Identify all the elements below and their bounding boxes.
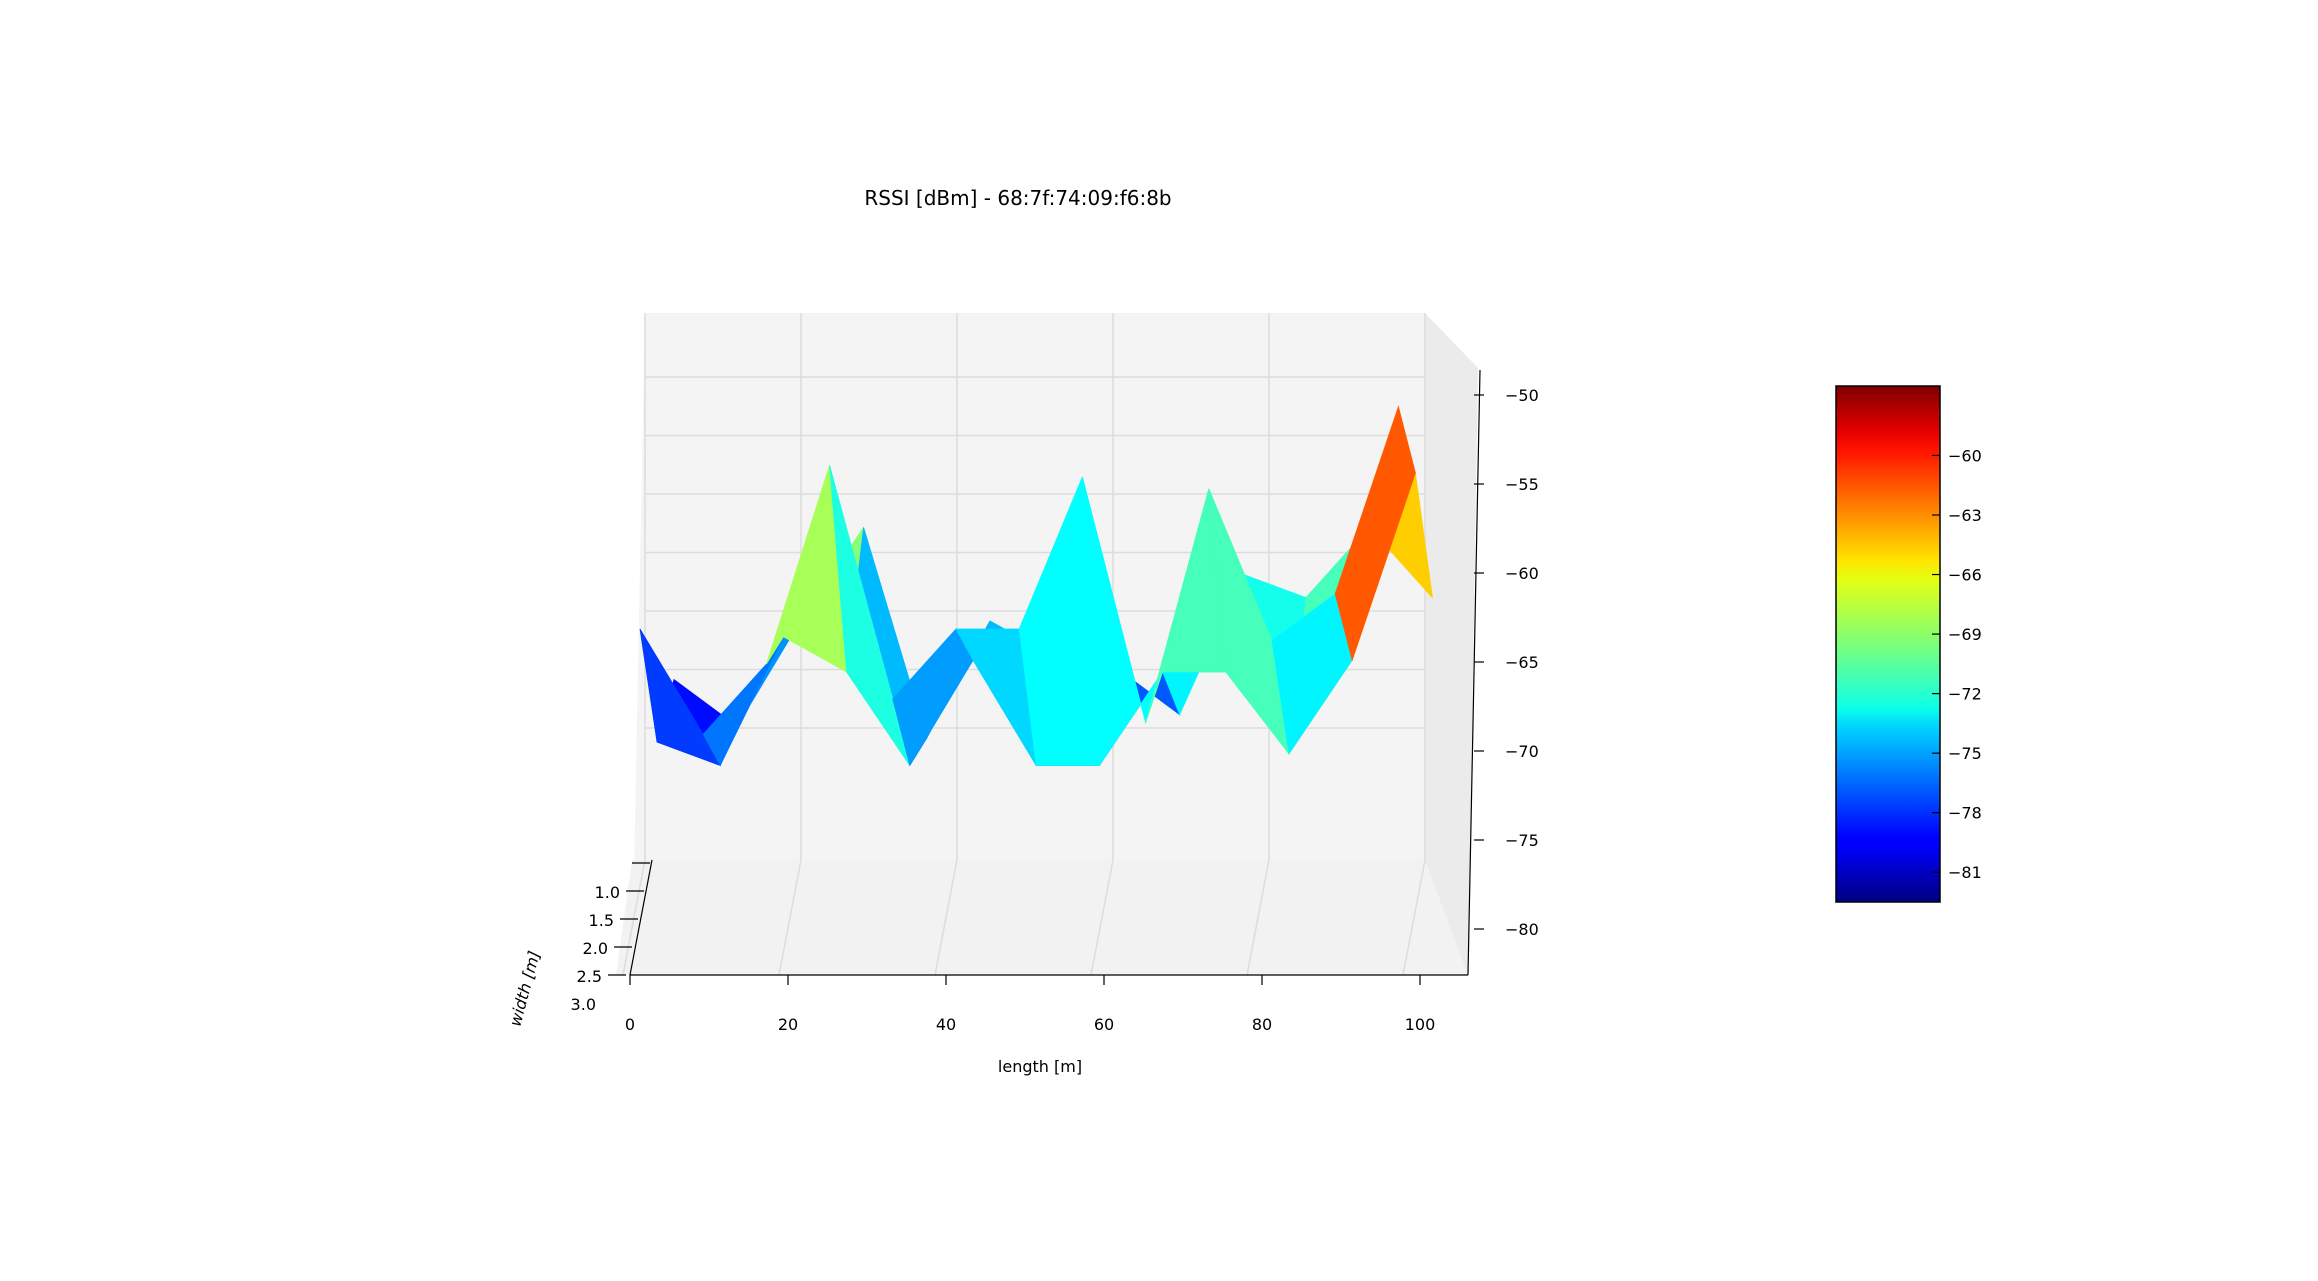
colorbar-tick-label: −63 [1948, 506, 1982, 525]
colorbar-ticks: −60 −63 −66 −69 −72 −75 −78 −81 [1932, 446, 1982, 882]
z-tick-label: −50 [1505, 386, 1539, 405]
z-tick-label: −55 [1505, 475, 1539, 494]
surface [639, 405, 1433, 767]
z-tick-label: −75 [1505, 831, 1539, 850]
colorbar-tick-label: −75 [1948, 744, 1982, 763]
chart-title: RSSI [dBm] - 68:7f:74:09:f6:8b [864, 186, 1171, 210]
y-axis-ticks: 1.0 1.5 2.0 2.5 3.0 [571, 862, 650, 1014]
x-tick-label: 100 [1405, 1015, 1436, 1034]
colorbar: −60 −63 −66 −69 −72 −75 −78 −81 [1835, 385, 1982, 903]
y-axis-label: width [m] [506, 949, 544, 1029]
x-axis-label: length [m] [998, 1057, 1082, 1076]
colorbar-tick-label: −72 [1948, 685, 1982, 704]
grid-lines [622, 313, 1426, 976]
colorbar-tick-label: −66 [1948, 566, 1982, 585]
z-tick-label: −65 [1505, 653, 1539, 672]
x-tick-label: 0 [625, 1015, 635, 1034]
y-tick-label: 1.0 [595, 883, 620, 902]
x-tick-label: 60 [1094, 1015, 1114, 1034]
x-tick-label: 20 [778, 1015, 798, 1034]
y-tick-label: 2.5 [577, 967, 602, 986]
x-axis-ticks: 0 20 40 60 80 100 [625, 975, 1435, 1034]
x-tick-label: 80 [1252, 1015, 1272, 1034]
colorbar-tick-label: −81 [1948, 863, 1982, 882]
surface-patch [1334, 405, 1416, 662]
z-tick-label: −80 [1505, 920, 1539, 939]
colorbar-gradient [1835, 385, 1941, 903]
z-tick-label: −70 [1505, 742, 1539, 761]
z-tick-label: −60 [1505, 564, 1539, 583]
colorbar-tick-label: −69 [1948, 625, 1982, 644]
y-tick-label: 1.5 [589, 911, 614, 930]
colorbar-tick-label: −78 [1948, 804, 1982, 823]
y-tick-label: 3.0 [571, 995, 596, 1014]
z-axis-ticks: −50 −55 −60 −65 −70 −75 −80 [1474, 386, 1539, 939]
colorbar-tick-label: −60 [1948, 446, 1982, 465]
axes-lines [629, 369, 1481, 976]
x-tick-label: 40 [936, 1015, 956, 1034]
y-tick-label: 2.0 [583, 939, 608, 958]
